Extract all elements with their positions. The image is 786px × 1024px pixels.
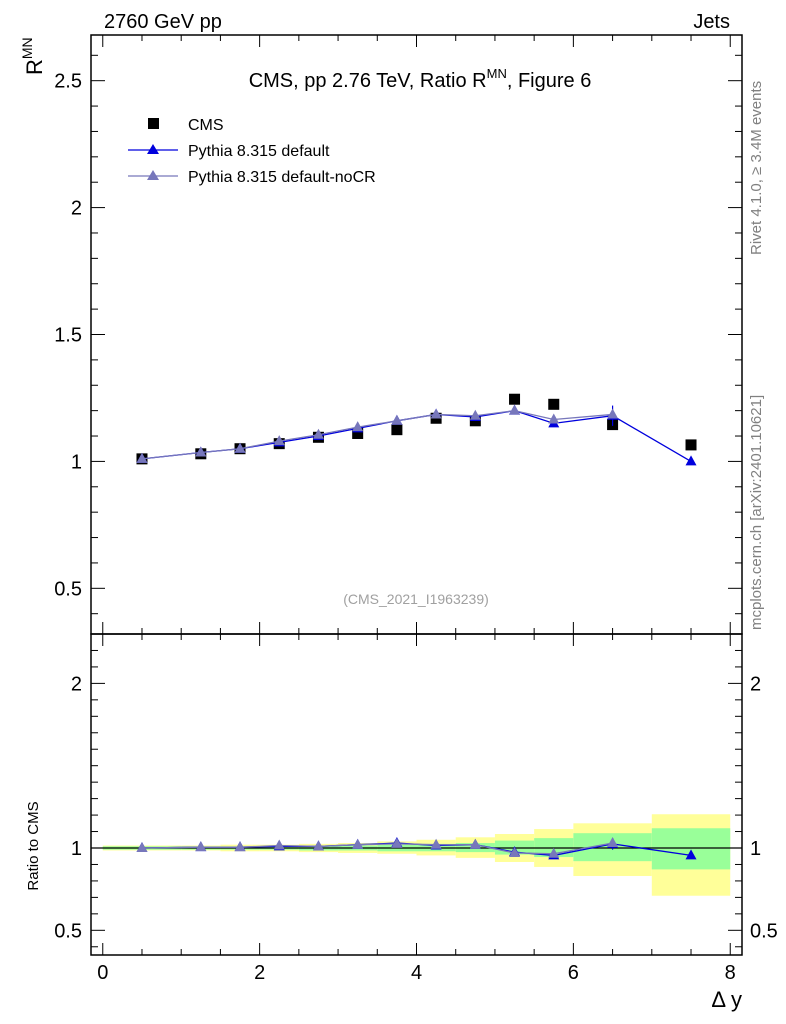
pythia-nocr-point [391,414,403,425]
ratio-band-green [651,828,731,870]
ratio-pythia-nocr-point [430,838,442,849]
legend-label-cms: CMS [188,117,224,134]
cms-data-point [509,393,521,405]
cms-data-point [352,427,364,439]
pythia-nocr-point [548,413,560,424]
ratio-y-tick-label-right: 1 [750,838,761,860]
x-tick-label: 0 [97,962,108,984]
ratio-pythia-nocr-point [195,841,207,852]
x-tick-label: 8 [725,962,736,984]
ratio-pythia-nocr-point [273,839,285,850]
pythia-nocr-point [312,428,324,439]
x-axis-label: Δ y [711,987,742,1012]
cms-data-point [685,439,697,451]
ratio-pythia-nocr-point [312,840,324,851]
pythia-nocr-point [273,435,285,446]
ratio-pythia-nocr-point [391,837,403,848]
ratio-y-tick-label: 1 [71,838,82,860]
ratio-pythia-nocr-point [469,838,481,849]
main-y-tick-label: 0.5 [54,578,82,600]
main-y-tick-label: 2.5 [54,71,82,93]
pythia-nocr-point [509,404,521,415]
main-y-tick-label: 1.5 [54,325,82,347]
ratio-pythia-nocr-line [141,842,613,855]
pythia-nocr-point [469,409,481,420]
main-y-label: RMN [19,37,47,75]
x-tick-label: 6 [568,962,579,984]
pythia-nocr-point [195,446,207,457]
pythia-nocr-point [607,408,619,419]
ratio-pythia-nocr-point [509,846,521,857]
legend-marker-nocr [147,170,159,180]
cms-data-point [548,398,560,410]
x-tick-label: 4 [411,962,422,984]
pythia-nocr-point [430,408,442,419]
main-y-tick-label: 2 [71,198,82,220]
pythia-nocr-point [136,452,148,463]
ratio-pythia-nocr-point [607,837,619,848]
ratio-pythia-nocr-point [136,842,148,852]
ratio-frame [90,633,743,956]
legend: CMS Pythia 8.315 default Pythia 8.315 de… [128,117,376,186]
cms-data-point [391,424,403,436]
legend-marker-cms [148,118,159,129]
ratio-y-label: Ratio to CMS [25,801,42,890]
pythia-nocr-point [234,442,246,453]
ratio-pythia-nocr-point [548,847,560,858]
legend-label-default: Pythia 8.315 default [188,143,330,160]
ratio-y-tick-label-right: 0.5 [750,920,778,942]
legend-label-nocr: Pythia 8.315 default-noCR [188,169,376,186]
ratio-y-tick-label: 0.5 [54,920,82,942]
ratio-pythia-nocr-point [352,838,364,849]
ratio-pythia-default-point [685,849,697,860]
pythia-nocr-point [352,421,364,432]
pythia-nocr-line [141,409,613,460]
x-tick-label: 2 [254,962,265,984]
ratio-pythia-nocr-point [234,841,246,852]
side-label-top: Rivet 4.1.0, ≥ 3.4M events [748,81,765,255]
main-y-tick-label: 1 [71,451,82,473]
pythia-default-point [685,455,697,466]
main-title: CMS, pp 2.76 TeV, Ratio RMN, Figure 6 [249,66,592,92]
header-right: Jets [693,11,730,33]
header-left: 2760 GeV pp [104,11,222,33]
legend-marker-default [147,144,159,154]
ratio-y-tick-label: 2 [71,673,82,695]
side-label-bottom: mcplots.cern.ch [arXiv:2401.10621] [748,395,765,630]
ratio-y-tick-label-right: 2 [750,673,761,695]
watermark: (CMS_2021_I1963239) [343,591,489,607]
